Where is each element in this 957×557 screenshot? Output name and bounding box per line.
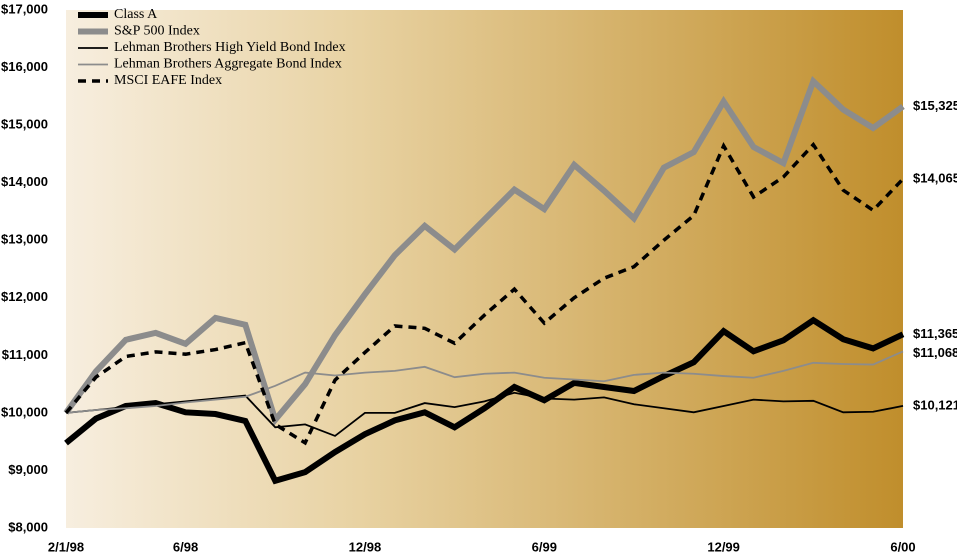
y-tick-label: $12,000: [1, 289, 48, 304]
legend-label: Lehman Brothers Aggregate Bond Index: [114, 57, 342, 72]
x-tick-label: 12/99: [707, 539, 740, 554]
legend-label: MSCI EAFE Index: [114, 73, 222, 88]
x-tick-label: 6/99: [532, 539, 557, 554]
end-label: $15,325: [913, 98, 957, 113]
x-tick-label: 6/98: [173, 539, 198, 554]
series-line: [64, 141, 905, 446]
end-label: $10,121: [913, 397, 957, 412]
end-label: $14,065: [913, 170, 957, 185]
y-tick-label: $10,000: [1, 404, 48, 419]
plot-background: [66, 10, 903, 528]
y-tick-label: $14,000: [1, 174, 48, 189]
end-label: $11,068: [913, 345, 957, 360]
y-tick-label: $17,000: [1, 1, 48, 16]
legend-label: Class A: [114, 7, 158, 22]
y-tick-label: $9,000: [8, 462, 48, 477]
series-line: [63, 76, 905, 426]
x-tick-label: 6/00: [890, 539, 915, 554]
y-tick-label: $13,000: [1, 232, 48, 247]
y-tick-label: $16,000: [1, 59, 48, 74]
y-tick-label: $11,000: [2, 347, 48, 362]
series-line: [65, 350, 904, 414]
legend-label: Lehman Brothers High Yield Bond Index: [114, 40, 346, 55]
y-tick-label: $8,000: [8, 519, 48, 534]
y-tick-label: $15,000: [1, 117, 48, 132]
series-line: [65, 391, 904, 437]
end-label: $11,365: [913, 326, 957, 341]
x-tick-label: 12/98: [349, 539, 382, 554]
legend-label: S&P 500 Index: [114, 24, 200, 39]
x-tick-label: 2/1/98: [48, 539, 84, 554]
series-line: [64, 316, 905, 485]
